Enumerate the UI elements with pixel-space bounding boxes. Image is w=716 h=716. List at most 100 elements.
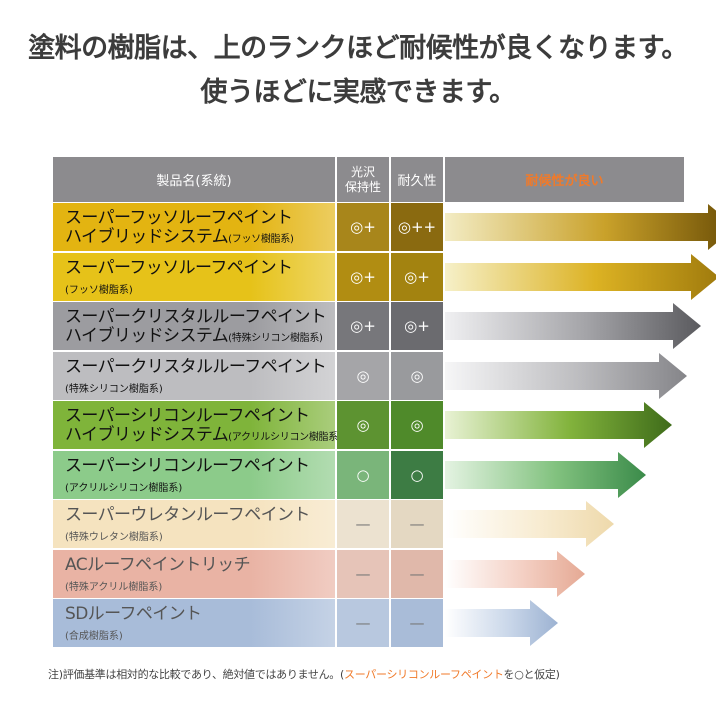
arrow-shape (445, 600, 558, 646)
durability-rating: ◎ (410, 416, 424, 434)
durability-rating: ◎+ (404, 317, 430, 335)
product-resin-type: (アクリルシリコン樹脂系) (65, 482, 183, 494)
product-row: スーパーフッソルーフペイント (フッソ樹脂系) ◎+ ◎+ (53, 252, 716, 301)
product-resin-type: (特殊アクリル樹脂系) (65, 581, 163, 593)
product-name-line-1: スーパーフッソルーフペイント (65, 257, 293, 278)
product-name-line-1: スーパークリスタルルーフペイント (65, 356, 327, 377)
product-name-line-1: ACルーフペイントリッチ (65, 554, 251, 575)
durability-cell: ◎ (391, 351, 443, 400)
product-resin-type: (フッソ樹脂系) (65, 284, 133, 296)
product-row: スーパークリスタルルーフペイント (特殊シリコン樹脂系) ◎ ◎ (53, 351, 687, 400)
header-better-weather-resistance: 耐候性が良い (445, 157, 684, 202)
gloss-rating: — (355, 515, 371, 533)
durability-rating: — (409, 564, 425, 583)
product-resin-type: (フッソ樹脂系) (228, 234, 294, 245)
product-name-line-2: ハイブリッドシステム(フッソ樹脂系) (65, 228, 294, 249)
footnote-suffix: を○と仮定) (503, 668, 560, 681)
headline-line-2: 使うほどに実感できます。 (200, 77, 516, 108)
product-name-line-1: スーパーウレタンルーフペイント (65, 505, 310, 525)
product-name-cell: スーパーシリコンルーフペイント ハイブリッドシステム(アクリルシリコン樹脂系) (53, 401, 342, 449)
weather-resistance-arrow (445, 451, 646, 498)
header-gloss-line-1: 光沢 (350, 164, 375, 179)
gloss-rating: ◎+ (350, 317, 376, 335)
product-name-line-1: スーパーシリコンルーフペイント (65, 455, 310, 476)
product-resin-type: (アクリルシリコン樹脂系) (228, 432, 342, 443)
weather-resistance-arrow (445, 402, 672, 448)
gloss-rating: ◎ (356, 416, 370, 434)
product-name-cell: SDルーフペイント (合成樹脂系) (53, 599, 335, 647)
gloss-rating: ◎+ (350, 218, 376, 236)
product-resin-type: (特殊ウレタン樹脂系) (65, 532, 163, 543)
durability-rating: ○ (410, 465, 424, 484)
durability-cell: ◎++ (391, 203, 443, 251)
product-row: スーパーフッソルーフペイント ハイブリッドシステム(フッソ樹脂系) ◎+ ◎++ (53, 203, 716, 251)
gloss-retention-cell: ◎+ (337, 252, 389, 301)
product-name-line-2-text: ハイブリッドシステム (65, 227, 229, 247)
product-name-cell: スーパーフッソルーフペイント (フッソ樹脂系) (53, 252, 335, 301)
gloss-retention-cell: — (337, 599, 389, 647)
durability-rating: — (409, 614, 425, 632)
durability-rating: ◎++ (397, 218, 437, 236)
durability-cell: — (391, 599, 443, 647)
weather-resistance-arrow (445, 600, 558, 646)
product-name-cell: スーパークリスタルルーフペイント ハイブリッドシステム(特殊シリコン樹脂系) (53, 302, 335, 350)
gloss-retention-cell: — (337, 500, 389, 548)
product-name: スーパーフッソルーフペイント (65, 257, 293, 278)
arrow-shape (445, 204, 716, 250)
durability-cell: ○ (391, 450, 443, 499)
product-name-line-2-text: ハイブリッドシステム (65, 425, 229, 445)
durability-cell: ◎+ (391, 302, 443, 350)
product-name-line-2-text: ハイブリッドシステム (65, 326, 229, 346)
product-name-cell: スーパークリスタルルーフペイント (特殊シリコン樹脂系) (53, 351, 335, 400)
weather-resistance-arrow (445, 204, 716, 250)
arrow-shape (445, 352, 687, 399)
product-row: スーパーシリコンルーフペイント ハイブリッドシステム(アクリルシリコン樹脂系) ◎ ◎ (53, 401, 684, 449)
gloss-retention-cell: ◎ (337, 401, 389, 449)
arrow-shape (445, 501, 614, 547)
header-product-name: 製品名(系統) (53, 157, 335, 202)
product-resin-type: (合成樹脂系) (65, 631, 123, 642)
product-name: ACルーフペイントリッチ (65, 554, 251, 575)
weather-resistance-arrow (445, 352, 687, 399)
durability-cell: ◎+ (391, 252, 443, 301)
weather-resistance-arrow (445, 550, 585, 597)
durability-rating: ◎+ (404, 267, 430, 286)
product-name: スーパークリスタルルーフペイント ハイブリッドシステム(特殊シリコン樹脂系) (65, 307, 327, 348)
product-name: スーパークリスタルルーフペイント (65, 356, 327, 377)
product-name-line-1: SDルーフペイント (65, 604, 202, 624)
durability-cell: ◎ (391, 401, 443, 449)
durability-rating: — (409, 515, 425, 533)
product-name-line-1: スーパーフッソルーフペイント (65, 208, 293, 228)
product-name-line-2: ハイブリッドシステム(アクリルシリコン樹脂系) (65, 426, 342, 447)
durability-cell: — (391, 500, 443, 548)
gloss-rating: — (355, 614, 371, 632)
product-name-line-1: スーパークリスタルルーフペイント (65, 307, 327, 327)
arrow-shape (445, 303, 701, 349)
gloss-rating: ○ (356, 465, 370, 484)
weather-resistance-arrow (445, 253, 716, 300)
gloss-retention-cell: — (337, 549, 389, 598)
arrow-shape (445, 550, 585, 597)
header-gloss-line-2: 保持性 (344, 179, 381, 194)
arrow-shape (445, 451, 646, 498)
gloss-retention-cell: ○ (337, 450, 389, 499)
footnote-highlight: スーパーシリコンルーフペイント (344, 668, 504, 681)
gloss-rating: — (355, 564, 371, 583)
product-name: スーパーシリコンルーフペイント (65, 455, 310, 476)
product-name-cell: スーパーウレタンルーフペイント (特殊ウレタン樹脂系) (53, 500, 335, 548)
product-name-cell: スーパーフッソルーフペイント ハイブリッドシステム(フッソ樹脂系) (53, 203, 335, 251)
product-name-cell: スーパーシリコンルーフペイント (アクリルシリコン樹脂系) (53, 450, 335, 499)
product-row: スーパーウレタンルーフペイント (特殊ウレタン樹脂系) — — (53, 500, 684, 548)
header-gloss-retention: 光沢 保持性 (337, 157, 389, 202)
durability-cell: — (391, 549, 443, 598)
product-row: スーパーシリコンルーフペイント (アクリルシリコン樹脂系) ○ ○ (53, 450, 684, 499)
gloss-rating: ◎ (356, 366, 370, 385)
product-row: SDルーフペイント (合成樹脂系) — — (53, 599, 684, 647)
product-name-line-2: ハイブリッドシステム(特殊シリコン樹脂系) (65, 327, 326, 348)
footnote-prefix: 注)評価基準は相対的な比較であり、絶対値ではありません。( (48, 668, 345, 681)
arrow-shape (445, 402, 672, 448)
product-name: SDルーフペイント (65, 604, 202, 624)
gloss-retention-cell: ◎ (337, 351, 389, 400)
product-name: スーパーシリコンルーフペイント ハイブリッドシステム(アクリルシリコン樹脂系) (65, 407, 342, 447)
product-name: スーパーウレタンルーフペイント (65, 506, 310, 525)
